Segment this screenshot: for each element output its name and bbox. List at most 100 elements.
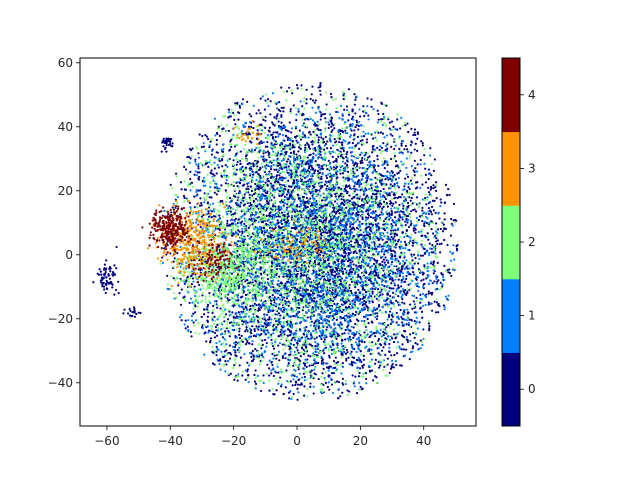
scatter-point xyxy=(347,273,350,276)
scatter-point xyxy=(186,325,189,328)
scatter-point xyxy=(370,105,373,108)
scatter-point xyxy=(386,357,389,360)
scatter-point xyxy=(296,87,299,90)
scatter-point xyxy=(198,175,201,179)
scatter-point xyxy=(264,151,267,154)
scatter-point xyxy=(421,219,424,223)
scatter-point xyxy=(367,250,371,253)
scatter-point xyxy=(263,313,266,316)
scatter-point xyxy=(401,265,404,268)
scatter-point xyxy=(389,183,392,186)
scatter-point xyxy=(224,330,227,333)
scatter-point xyxy=(248,204,251,208)
scatter-point xyxy=(332,237,335,240)
scatter-point xyxy=(380,102,384,106)
scatter-point xyxy=(357,296,360,299)
scatter-point xyxy=(341,143,344,147)
scatter-point xyxy=(407,130,410,134)
scatter-point xyxy=(360,159,364,162)
scatter-point xyxy=(443,264,446,267)
scatter-point xyxy=(378,201,381,205)
scatter-point xyxy=(319,129,322,132)
scatter-point xyxy=(224,189,227,192)
scatter-point xyxy=(226,222,229,225)
scatter-point xyxy=(361,217,364,221)
scatter-point xyxy=(329,311,332,315)
scatter-point xyxy=(427,207,430,210)
scatter-point xyxy=(228,298,231,302)
scatter-point xyxy=(296,349,299,352)
scatter-point xyxy=(275,117,278,120)
scatter-point xyxy=(291,384,294,387)
scatter-point xyxy=(374,182,377,185)
scatter-point xyxy=(305,196,309,200)
scatter-point xyxy=(428,325,431,328)
scatter-point xyxy=(405,274,408,278)
scatter-point xyxy=(333,302,336,305)
scatter-point xyxy=(190,181,194,184)
scatter-point xyxy=(320,337,323,341)
scatter-point xyxy=(373,189,377,192)
scatter-point xyxy=(319,93,322,96)
scatter-point xyxy=(370,369,374,372)
scatter-point xyxy=(251,349,254,353)
scatter-point xyxy=(190,335,193,338)
scatter-point xyxy=(279,125,283,128)
scatter-point xyxy=(436,261,439,264)
scatter-point xyxy=(420,310,424,313)
scatter-point xyxy=(356,197,359,200)
scatter-point xyxy=(277,120,280,123)
scatter-point xyxy=(367,278,370,282)
scatter-point xyxy=(347,356,350,359)
scatter-point xyxy=(391,171,394,174)
scatter-point xyxy=(407,311,410,314)
scatter-point xyxy=(326,147,329,150)
scatter-point xyxy=(361,222,364,225)
scatter-point xyxy=(345,348,349,352)
scatter-point xyxy=(241,295,244,298)
scatter-point xyxy=(361,287,365,290)
scatter-point xyxy=(218,134,221,137)
scatter-point xyxy=(192,321,195,324)
scatter-point xyxy=(267,310,270,314)
scatter-point xyxy=(325,103,328,106)
scatter-point xyxy=(334,233,337,236)
scatter-point xyxy=(190,282,194,286)
scatter-point xyxy=(448,193,451,197)
scatter-point xyxy=(341,141,344,144)
scatter-point xyxy=(300,84,303,87)
scatter-point xyxy=(328,388,331,391)
scatter-point xyxy=(234,343,237,346)
scatter-point xyxy=(276,161,280,165)
scatter-point xyxy=(392,202,395,205)
scatter-point xyxy=(172,260,175,263)
scatter-point xyxy=(222,127,225,130)
scatter-point xyxy=(381,349,384,352)
scatter-point xyxy=(437,279,440,282)
scatter-point xyxy=(425,221,429,225)
scatter-point xyxy=(375,272,378,275)
scatter-point xyxy=(304,144,307,147)
scatter-point xyxy=(226,318,230,321)
scatter-point xyxy=(286,136,290,139)
scatter-point xyxy=(348,184,351,187)
scatter-point xyxy=(277,164,280,167)
scatter-point xyxy=(259,268,262,271)
scatter-point xyxy=(317,136,320,139)
scatter-point xyxy=(296,272,299,276)
scatter-point xyxy=(272,184,275,187)
scatter-point xyxy=(414,133,417,137)
scatter-point xyxy=(253,380,257,383)
scatter-point xyxy=(446,194,449,197)
scatter-point xyxy=(238,364,241,367)
scatter-point xyxy=(389,157,393,161)
scatter-point xyxy=(295,153,298,156)
scatter-point xyxy=(382,346,385,349)
scatter-point xyxy=(421,206,424,210)
scatter-point xyxy=(339,280,343,283)
scatter-point xyxy=(390,145,393,149)
scatter-point xyxy=(326,326,329,329)
scatter-point xyxy=(266,140,269,144)
scatter-point xyxy=(430,205,434,208)
scatter-point xyxy=(287,179,290,182)
